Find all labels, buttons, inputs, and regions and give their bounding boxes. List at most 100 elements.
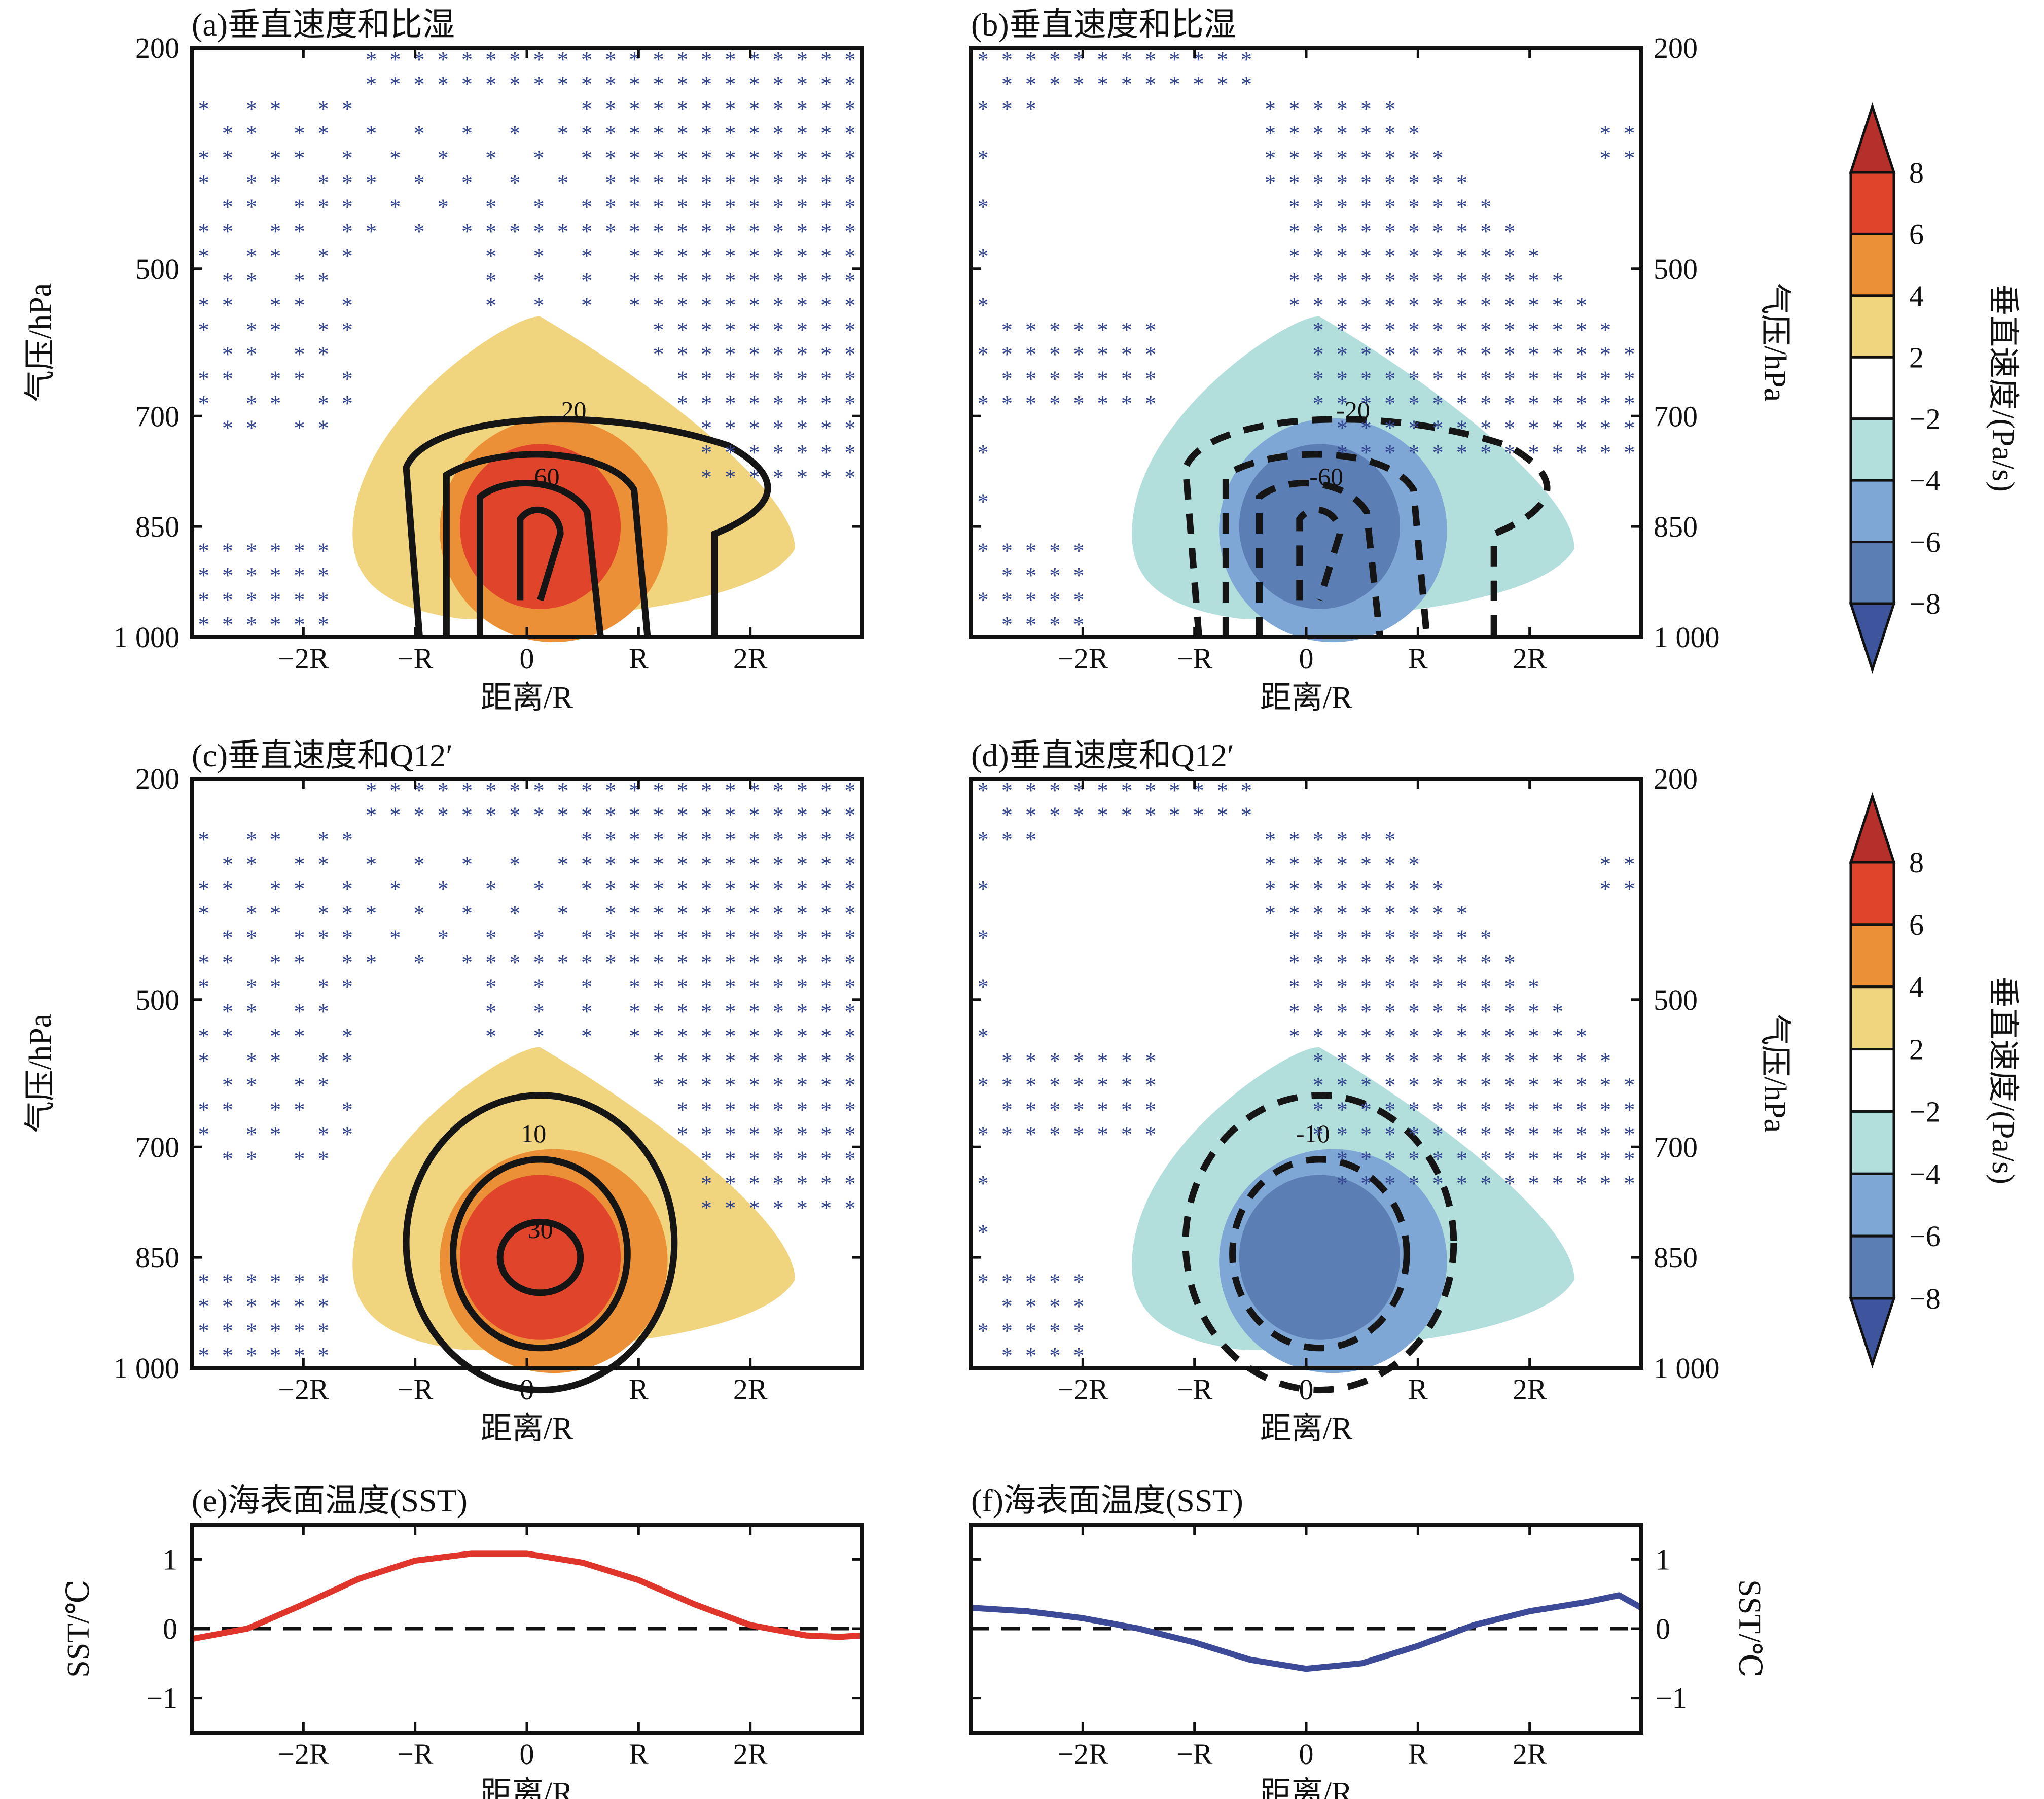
stipple-mark: *: [844, 293, 855, 318]
stipple-mark: *: [198, 318, 209, 342]
stipple-mark: *: [629, 121, 640, 146]
stipple-mark: *: [1384, 342, 1395, 367]
stipple-mark: *: [485, 803, 496, 828]
stipple-mark: *: [581, 195, 592, 220]
stipple-mark: *: [294, 415, 305, 440]
stipple-mark: *: [844, 318, 855, 342]
stipple-mark: *: [797, 268, 808, 293]
stipple-mark: *: [1288, 195, 1300, 220]
stipple-mark: *: [677, 219, 688, 244]
contour-line-3: [496, 1218, 584, 1296]
x-tick-label: −R: [397, 642, 434, 675]
stipple-mark: *: [461, 219, 473, 244]
stipple-mark: *: [797, 415, 808, 440]
stipple-mark: *: [797, 47, 808, 72]
stipple-mark: *: [222, 121, 233, 146]
stipple-mark: *: [198, 563, 209, 588]
stipple-mark: *: [1456, 244, 1467, 269]
stipple-mark: *: [246, 244, 257, 269]
stipple-mark: *: [653, 1048, 664, 1073]
stipple-mark: *: [1025, 563, 1036, 588]
stipple-mark: *: [844, 342, 855, 367]
stipple-mark: *: [1600, 1073, 1611, 1098]
stipple-mark: *: [294, 1098, 305, 1122]
stipple-mark: *: [342, 876, 353, 901]
stipple-mark: *: [749, 342, 760, 367]
stipple-mark: *: [294, 1318, 305, 1343]
stipple-mark: *: [222, 219, 233, 244]
y-tick-label: 700: [135, 1131, 180, 1163]
stipple-mark: *: [1288, 146, 1300, 170]
stipple-mark: *: [629, 852, 640, 876]
stipple-mark: *: [820, 1195, 832, 1220]
stipple-mark: *: [773, 121, 784, 146]
stipple-mark: *: [1337, 901, 1348, 926]
stipple-mark: *: [653, 342, 664, 367]
stipple-mark: *: [1313, 219, 1324, 244]
stipple-mark: *: [773, 72, 784, 97]
stipple-mark: *: [978, 539, 989, 563]
stipple-mark: *: [1337, 342, 1348, 367]
stipple-mark: *: [725, 440, 736, 465]
stipple-mark: *: [844, 1098, 855, 1122]
stipple-mark: *: [1360, 268, 1372, 293]
stipple-mark: *: [653, 170, 664, 195]
colorbar-label: 垂直速度/(Pa/s): [1986, 284, 2020, 492]
colorbar-tick-label: −6: [1909, 526, 1941, 559]
contour-label: 20: [561, 396, 587, 425]
y-tick-label: 1 000: [114, 1352, 180, 1385]
stipple-mark: *: [653, 950, 664, 975]
stipple-mark: *: [294, 1269, 305, 1294]
stipple-mark: *: [1145, 342, 1156, 367]
stipple-mark: *: [318, 901, 329, 926]
stipple-mark: *: [1576, 1122, 1587, 1147]
stipple-mark: *: [1337, 293, 1348, 318]
contour-line-2: [443, 451, 651, 638]
stipple-mark: *: [677, 975, 688, 1000]
stipple-mark: *: [820, 999, 832, 1024]
stipple-mark: *: [438, 72, 449, 97]
stipple-mark: *: [725, 391, 736, 416]
stipple-mark: *: [653, 1073, 664, 1098]
stipple-mark: *: [342, 1024, 353, 1048]
stipple-mark: *: [581, 47, 592, 72]
contour-line-4: [1296, 506, 1343, 602]
stipple-mark: *: [725, 318, 736, 342]
stipple-mark: *: [820, 96, 832, 121]
stipple-mark: *: [1576, 1024, 1587, 1048]
stipple-mark: *: [844, 1146, 855, 1171]
stipple-mark: *: [629, 950, 640, 975]
stipple-mark: *: [1552, 391, 1563, 416]
stipple-mark: *: [1049, 1343, 1060, 1368]
sst-series-line: [971, 1592, 1643, 1672]
stipple-mark: *: [1025, 1048, 1036, 1073]
stipple-mark: *: [677, 1048, 688, 1073]
stipple-mark: *: [605, 876, 616, 901]
stipple-mark: *: [533, 244, 545, 269]
stipple-mark: *: [581, 926, 592, 950]
stipple-mark: *: [1600, 121, 1611, 146]
stipple-mark: *: [1288, 999, 1300, 1024]
stipple-mark: *: [222, 876, 233, 901]
stipple-mark: *: [701, 1195, 712, 1220]
stipple-mark: *: [318, 999, 329, 1024]
stipple-mark: *: [318, 852, 329, 876]
y-tick-label: 200: [135, 762, 180, 795]
stipple-mark: *: [342, 975, 353, 1000]
stipple-mark: *: [1432, 926, 1444, 950]
stipple-mark: *: [270, 587, 281, 612]
stipple-mark: *: [1001, 803, 1013, 828]
stipple-mark: *: [581, 96, 592, 121]
stipple-mark: *: [749, 1122, 760, 1147]
colorbar-arrow-top: [1849, 102, 1896, 174]
stipple-mark: *: [222, 612, 233, 637]
panel-title: (d)垂直速度和Q12′: [971, 737, 1234, 773]
stipple-mark: *: [1504, 391, 1515, 416]
stipple-mark: *: [605, 72, 616, 97]
stipple-mark: *: [1360, 121, 1372, 146]
stipple-mark: *: [1073, 391, 1084, 416]
stipple-mark: *: [1552, 415, 1563, 440]
stipple-mark: *: [1432, 342, 1444, 367]
stipple-mark: *: [978, 587, 989, 612]
x-axis-label: 距离/R: [481, 1776, 573, 1799]
